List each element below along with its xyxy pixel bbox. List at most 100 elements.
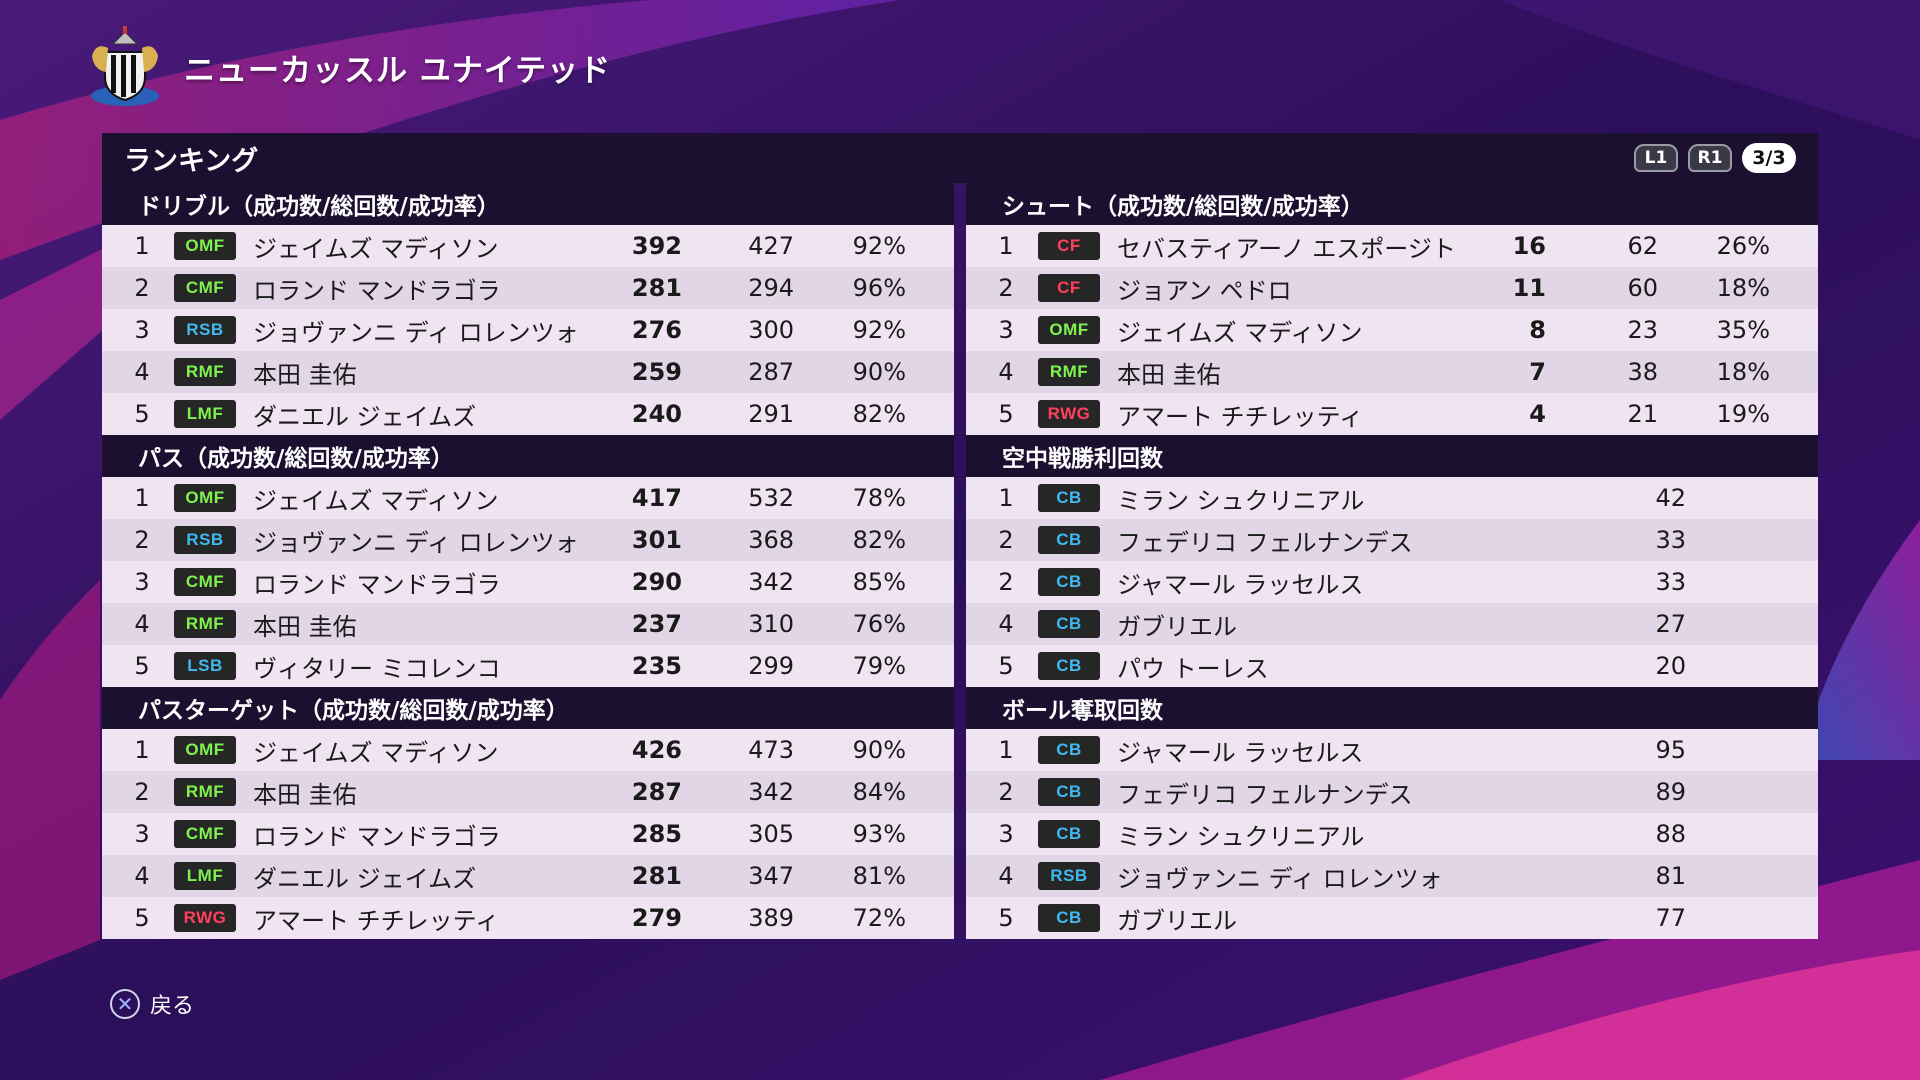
stat-success: 11 <box>1512 274 1546 302</box>
player-name: ミラン シュクリニアル <box>1117 486 1365 515</box>
rank-number: 2 <box>998 568 1014 596</box>
stat-total: 532 <box>748 484 794 512</box>
stat-success: 279 <box>631 904 682 932</box>
stat-count: 33 <box>1655 526 1686 554</box>
stat-success: 287 <box>631 778 682 806</box>
stat-success: 276 <box>631 316 682 344</box>
pager: L1 R1 3/3 <box>1634 143 1796 173</box>
ranking-row: 3 CMF ロランド マンドラゴラ 290 342 85% <box>102 561 954 603</box>
stat-rate: 92% <box>852 316 906 344</box>
stat-count: 77 <box>1655 904 1686 932</box>
ranking-row: 5 LMF ダニエル ジェイムズ 240 291 82% <box>102 393 954 435</box>
stat-rate: 19% <box>1716 400 1770 428</box>
stat-rate: 79% <box>852 652 906 680</box>
position-badge: RWG <box>1038 400 1100 428</box>
panel-title: ランキング <box>124 145 259 177</box>
ranking-row: 1 OMF ジェイムズ マディソン 392 427 92% <box>102 225 954 267</box>
rank-number: 2 <box>134 526 150 554</box>
ranking-row: 2 CB フェデリコ フェルナンデス 89 <box>966 771 1818 813</box>
ranking-row: 4 CB ガブリエル 27 <box>966 603 1818 645</box>
stat-count: 42 <box>1655 484 1686 512</box>
rank-number: 1 <box>998 736 1014 764</box>
player-name: セバスティアーノ エスポージト <box>1117 234 1456 263</box>
stat-rate: 35% <box>1716 316 1770 344</box>
ranking-row: 4 RMF 本田 圭佑 237 310 76% <box>102 603 954 645</box>
rank-number: 2 <box>998 526 1014 554</box>
rank-number: 5 <box>998 400 1014 428</box>
player-name: ダニエル ジェイムズ <box>253 864 477 893</box>
section-title: 空中戦勝利回数 <box>966 435 1818 477</box>
ranking-row: 1 OMF ジェイムズ マディソン 426 473 90% <box>102 729 954 771</box>
rank-number: 4 <box>134 610 150 638</box>
right-column: シュート（成功数/総回数/成功率） 1 CF セバスティアーノ エスポージト 16 62 2… <box>966 183 1818 939</box>
ranking-panel: ランキング L1 R1 3/3 ドリブル（成功数/総回数/成功率） 1 OMF ジェイ… <box>102 133 1818 939</box>
position-badge: CB <box>1038 820 1100 848</box>
player-name: 本田 圭佑 <box>253 780 357 809</box>
rank-number: 4 <box>998 358 1014 386</box>
position-badge: CB <box>1038 610 1100 638</box>
player-name: ジョヴァンニ ディ ロレンツォ <box>253 318 579 347</box>
stat-success: 4 <box>1529 400 1546 428</box>
stat-total: 294 <box>748 274 794 302</box>
r1-button[interactable]: R1 <box>1688 144 1732 172</box>
stat-rate: 26% <box>1716 232 1770 260</box>
stat-success: 259 <box>631 358 682 386</box>
position-badge: CF <box>1038 232 1100 260</box>
stat-success: 237 <box>631 610 682 638</box>
player-name: ジェイムズ マディソン <box>253 738 499 767</box>
rank-number: 5 <box>998 904 1014 932</box>
ranking-row: 2 RSB ジョヴァンニ ディ ロレンツォ 301 368 82% <box>102 519 954 561</box>
rank-number: 1 <box>998 484 1014 512</box>
position-badge: CB <box>1038 778 1100 806</box>
left-column: ドリブル（成功数/総回数/成功率） 1 OMF ジェイムズ マディソン 392 427 92… <box>102 183 954 939</box>
ranking-row: 4 RSB ジョヴァンニ ディ ロレンツォ 81 <box>966 855 1818 897</box>
rank-number: 4 <box>134 862 150 890</box>
stat-rate: 18% <box>1716 274 1770 302</box>
position-badge: CMF <box>174 274 236 302</box>
player-name: ロランド マンドラゴラ <box>253 570 501 599</box>
position-badge: OMF <box>174 736 236 764</box>
l1-button[interactable]: L1 <box>1634 144 1678 172</box>
stat-rate: 85% <box>852 568 906 596</box>
rank-number: 3 <box>134 316 150 344</box>
player-name: ジェイムズ マディソン <box>1117 318 1363 347</box>
stat-total: 368 <box>748 526 794 554</box>
stat-total: 300 <box>748 316 794 344</box>
rank-number: 2 <box>998 274 1014 302</box>
stat-total: 305 <box>748 820 794 848</box>
player-name: アマート チチレッティ <box>1117 402 1364 431</box>
player-name: ジョヴァンニ ディ ロレンツォ <box>1117 864 1443 893</box>
player-name: ロランド マンドラゴラ <box>253 276 501 305</box>
stat-total: 287 <box>748 358 794 386</box>
stat-success: 301 <box>631 526 682 554</box>
stat-total: 291 <box>748 400 794 428</box>
stat-success: 8 <box>1529 316 1546 344</box>
stat-total: 38 <box>1627 358 1658 386</box>
stat-total: 427 <box>748 232 794 260</box>
stat-success: 417 <box>631 484 682 512</box>
club-name: ニューカッスル ユナイテッド <box>184 52 612 89</box>
ranking-row: 2 CMF ロランド マンドラゴラ 281 294 96% <box>102 267 954 309</box>
stat-total: 389 <box>748 904 794 932</box>
rank-number: 4 <box>998 610 1014 638</box>
ranking-row: 5 CB ガブリエル 77 <box>966 897 1818 939</box>
stat-count: 27 <box>1655 610 1686 638</box>
stat-total: 299 <box>748 652 794 680</box>
stat-count: 81 <box>1655 862 1686 890</box>
back-control[interactable]: ✕ 戻る <box>110 988 194 1020</box>
player-name: ガブリエル <box>1117 612 1237 641</box>
ranking-row: 4 RMF 本田 圭佑 259 287 90% <box>102 351 954 393</box>
stat-total: 23 <box>1627 316 1658 344</box>
stat-success: 285 <box>631 820 682 848</box>
position-badge: CB <box>1038 526 1100 554</box>
page-indicator: 3/3 <box>1742 143 1796 173</box>
ranking-row: 2 RMF 本田 圭佑 287 342 84% <box>102 771 954 813</box>
rank-number: 2 <box>998 778 1014 806</box>
rank-number: 3 <box>998 820 1014 848</box>
stat-count: 89 <box>1655 778 1686 806</box>
stat-count: 95 <box>1655 736 1686 764</box>
position-badge: CB <box>1038 484 1100 512</box>
position-badge: RMF <box>1038 358 1100 386</box>
rank-number: 2 <box>134 778 150 806</box>
stat-rate: 82% <box>852 400 906 428</box>
